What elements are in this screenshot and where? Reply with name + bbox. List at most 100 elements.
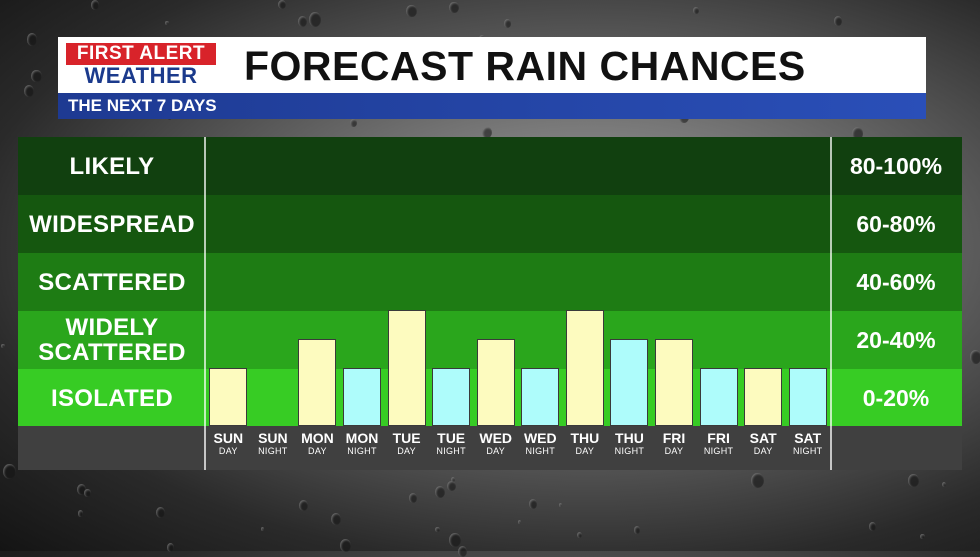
rain-drop	[339, 538, 352, 552]
rain-drop	[166, 543, 175, 552]
x-tick-day: THU	[570, 430, 600, 446]
rain-drop	[482, 126, 492, 138]
band-label: SCATTERED	[38, 268, 186, 296]
band-label: WIDELY SCATTERED	[38, 314, 186, 366]
rain-drop	[517, 519, 522, 525]
x-tick-label: FRI DAY	[652, 431, 696, 457]
rain-drop	[0, 343, 5, 349]
bar-mon-night	[343, 368, 381, 426]
rain-drop	[76, 484, 86, 495]
rain-drop	[504, 19, 512, 28]
x-tick-label: THU DAY	[563, 431, 607, 457]
rain-drop	[751, 472, 764, 489]
band-label: WIDESPREAD	[29, 210, 195, 238]
rain-drop	[84, 489, 91, 498]
bar-thu-day	[565, 310, 604, 426]
band-scattered: SCATTERED 40-60%	[18, 253, 962, 311]
x-tick-day: TUE	[437, 430, 466, 446]
chart-title: FORECAST RAIN CHANCES	[244, 43, 806, 89]
rain-drop	[435, 526, 441, 533]
rain-drop	[970, 349, 980, 364]
x-tick-period: DAY	[575, 446, 595, 456]
x-tick-period: NIGHT	[792, 446, 823, 456]
x-tick-label: TUE NIGHT	[429, 431, 473, 457]
x-tick-day: WED	[479, 430, 513, 446]
x-tick-period: DAY	[218, 446, 238, 456]
bar-sun-day	[209, 368, 248, 426]
rain-drop	[408, 492, 418, 504]
x-tick-label: SAT NIGHT	[786, 431, 830, 457]
x-tick-label: FRI NIGHT	[697, 431, 741, 457]
rain-drop	[26, 33, 38, 46]
x-axis-footer	[18, 426, 962, 470]
band-range: 60-80%	[856, 210, 936, 237]
x-tick-period: NIGHT	[347, 446, 377, 456]
rain-drop	[457, 545, 468, 557]
rain-drop	[941, 481, 947, 488]
rain-drop	[2, 463, 16, 480]
rain-drop	[451, 477, 456, 482]
rain-drop	[447, 480, 456, 492]
rain-drop	[308, 11, 322, 27]
bars-area	[206, 137, 830, 426]
x-tick-day: FRI	[662, 430, 686, 446]
x-tick-period: NIGHT	[436, 446, 466, 456]
band-label: ISOLATED	[51, 384, 173, 412]
rain-drop	[91, 0, 100, 10]
header: FIRST ALERT WEATHER FORECAST RAIN CHANCE…	[58, 37, 926, 119]
bar-sat-night	[788, 368, 827, 426]
x-tick-period: DAY	[308, 446, 327, 456]
bar-tue-night	[432, 368, 471, 426]
band-range: 20-40%	[856, 326, 936, 353]
rain-drop	[350, 118, 358, 127]
x-tick-day: SAT	[794, 430, 822, 446]
band-likely: LIKELY 80-100%	[18, 137, 962, 195]
band-range: 40-60%	[856, 268, 936, 295]
x-tick-label: WED DAY	[474, 431, 518, 457]
rain-drop	[834, 15, 843, 26]
rain-drop	[920, 534, 925, 540]
x-tick-period: DAY	[486, 446, 506, 456]
bar-sat-day	[744, 368, 783, 426]
rain-drop	[693, 7, 699, 14]
rain-drop	[299, 500, 309, 511]
first-alert-weather-logo: FIRST ALERT WEATHER	[66, 43, 216, 87]
band-range: 0-20%	[862, 384, 930, 411]
rain-drop	[31, 70, 42, 83]
rain-drop	[406, 4, 417, 18]
rain-drop	[78, 510, 84, 517]
x-tick-label: MON NIGHT	[340, 431, 384, 457]
x-tick-day: FRI	[707, 430, 730, 446]
right-divider	[830, 137, 832, 470]
x-tick-day: MON	[301, 430, 334, 446]
x-tick-day: THU	[615, 430, 644, 446]
x-tick-label: THU NIGHT	[607, 431, 651, 457]
rain-drop	[852, 126, 864, 141]
x-tick-label: TUE DAY	[385, 431, 429, 457]
x-tick-day: SUN	[258, 430, 288, 446]
x-tick-day: SAT	[749, 430, 777, 446]
bar-wed-night	[521, 368, 560, 426]
rain-drop	[633, 526, 641, 534]
x-tick-day: TUE	[392, 430, 421, 446]
logo-weather: WEATHER	[84, 63, 198, 88]
x-tick-label: WED NIGHT	[518, 431, 562, 457]
x-tick-label: SUN NIGHT	[251, 431, 295, 457]
x-tick-period: NIGHT	[258, 446, 288, 456]
rain-drop	[156, 507, 166, 519]
rain-drop	[23, 85, 34, 98]
x-tick-period: DAY	[753, 446, 773, 456]
x-tick-label: MON DAY	[295, 431, 339, 457]
rain-drop	[576, 531, 583, 539]
header-title-bar: FIRST ALERT WEATHER FORECAST RAIN CHANCE…	[58, 37, 926, 93]
chart-subtitle: THE NEXT 7 DAYS	[68, 96, 217, 115]
rain-chance-chart: LIKELY 80-100% WIDESPREAD 60-80% SCATTERED 40…	[18, 137, 962, 470]
header-subtitle-bar: THE NEXT 7 DAYS	[58, 93, 926, 119]
band-label: LIKELY	[69, 152, 155, 180]
bar-fri-day	[655, 339, 693, 426]
rain-drop	[297, 16, 307, 28]
x-tick-period: DAY	[397, 446, 416, 456]
x-tick-label: SAT DAY	[741, 431, 785, 457]
bar-tue-day	[387, 310, 426, 426]
rain-drop	[449, 532, 462, 548]
